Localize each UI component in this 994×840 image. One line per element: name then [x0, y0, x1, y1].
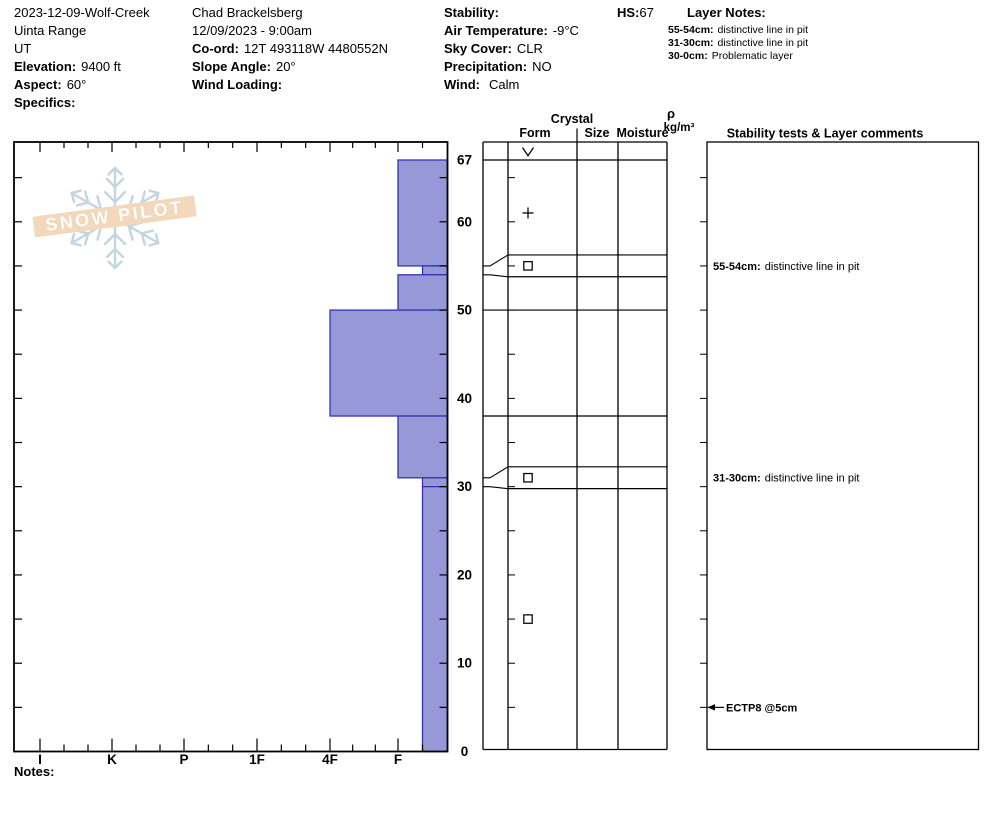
pit-aspect: Aspect: 60° — [14, 77, 87, 92]
svg-text:20: 20 — [457, 567, 472, 582]
pit-coordinates: Co-ord: 12T 493118W 4480552N — [192, 41, 389, 56]
layer-note: 31-30cm: distinctive line in pit — [668, 37, 808, 49]
svg-text:60: 60 — [457, 214, 472, 229]
svg-text:P: P — [179, 752, 188, 767]
svg-text:0: 0 — [461, 744, 469, 759]
layer-note: 55-54cm: distinctive line in pit — [668, 24, 808, 36]
notes-label: Notes: — [14, 764, 55, 779]
svg-text:40: 40 — [457, 391, 472, 406]
pit-state: UT — [14, 41, 32, 56]
svg-text:1F: 1F — [249, 752, 265, 767]
svg-text:67: 67 — [457, 153, 472, 168]
pit-specifics: Specifics: — [14, 95, 76, 110]
pit-wind: Wind: Calm — [444, 77, 520, 92]
svg-text:K: K — [107, 752, 117, 767]
svg-text:kg/m³: kg/m³ — [664, 122, 695, 134]
pit-elevation: Elevation: 9400 ft — [14, 59, 121, 74]
layer-note: 30-0cm: Problematic layer — [668, 50, 793, 62]
pit-air-temp: Air Temperature: -9°C — [444, 23, 579, 38]
svg-text:Moisture: Moisture — [616, 126, 668, 140]
pit-slope-angle: Slope Angle: 20° — [192, 59, 296, 74]
svg-text:ρ: ρ — [667, 106, 675, 121]
svg-text:4F: 4F — [322, 752, 338, 767]
svg-text:Form: Form — [519, 126, 550, 140]
pit-title: 2023-12-09-Wolf-Creek — [14, 5, 150, 20]
pit-wind-loading: Wind Loading: — [192, 77, 283, 92]
svg-text:50: 50 — [457, 303, 472, 318]
svg-text:55-54cm:distinctive line in pi: 55-54cm: distinctive line in pit — [713, 261, 859, 273]
pit-precipitation: Precipitation: NO — [444, 59, 552, 74]
svg-text:F: F — [394, 752, 402, 767]
pit-sky-cover: Sky Cover: CLR — [444, 41, 543, 56]
svg-text:31-30cm:distinctive line in pi: 31-30cm: distinctive line in pit — [713, 473, 859, 485]
snow-profile-chart: 67 60 50 40 30 20 10 0 I K P 1F 4F F 55-54cm: distincti… — [13, 106, 980, 767]
svg-text:10: 10 — [457, 656, 472, 671]
svg-text:Stability tests & Layer commen: Stability tests & Layer comments — [727, 127, 924, 141]
pit-range: Uinta Range — [14, 23, 87, 38]
snow-height: HS:67 — [617, 5, 654, 20]
layer-notes-title: Layer Notes: — [687, 5, 766, 20]
svg-text:Crystal: Crystal — [551, 112, 593, 126]
svg-text:Size: Size — [584, 126, 609, 140]
observer-name: Chad Brackelsberg — [192, 5, 303, 20]
svg-text:30: 30 — [457, 479, 472, 494]
svg-text:ECTP8 @5cm: ECTP8 @5cm — [726, 702, 797, 714]
pit-datetime: 12/09/2023 - 9:00am — [192, 23, 312, 38]
svg-text:I: I — [38, 752, 42, 767]
pit-stability: Stability: — [444, 5, 499, 20]
